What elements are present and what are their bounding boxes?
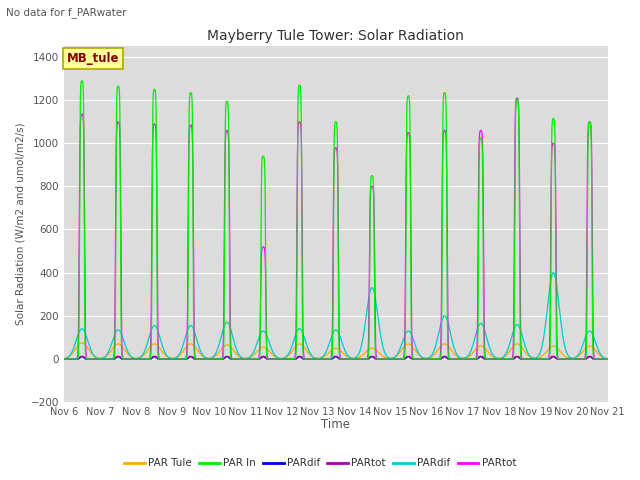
Legend: PAR Tule, PAR In, PARdif, PARtot, PARdif, PARtot: PAR Tule, PAR In, PARdif, PARtot, PARdif… <box>120 454 520 472</box>
X-axis label: Time: Time <box>321 419 350 432</box>
Text: No data for f_PARwater: No data for f_PARwater <box>6 7 127 18</box>
Title: Mayberry Tule Tower: Solar Radiation: Mayberry Tule Tower: Solar Radiation <box>207 29 464 43</box>
Y-axis label: Solar Radiation (W/m2 and umol/m2/s): Solar Radiation (W/m2 and umol/m2/s) <box>15 123 25 325</box>
Text: MB_tule: MB_tule <box>67 52 119 65</box>
